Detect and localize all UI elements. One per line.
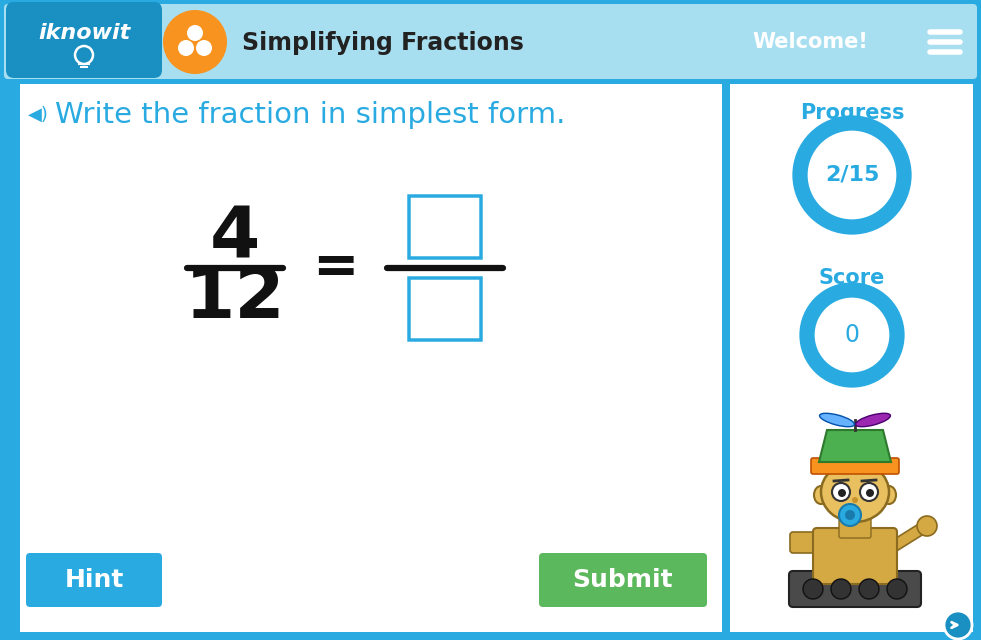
Polygon shape	[893, 520, 927, 552]
Circle shape	[852, 497, 858, 503]
Text: =: =	[312, 241, 358, 295]
Circle shape	[887, 579, 907, 599]
Circle shape	[803, 579, 823, 599]
Circle shape	[917, 516, 937, 536]
Circle shape	[859, 579, 879, 599]
Text: ◀): ◀)	[28, 106, 49, 124]
Ellipse shape	[819, 413, 854, 427]
Circle shape	[839, 504, 861, 526]
Text: 0: 0	[845, 323, 859, 347]
Text: Hint: Hint	[65, 568, 124, 592]
FancyBboxPatch shape	[6, 2, 162, 78]
Circle shape	[866, 489, 874, 497]
FancyBboxPatch shape	[813, 528, 897, 584]
Text: 4: 4	[210, 204, 260, 273]
FancyBboxPatch shape	[839, 516, 871, 538]
Circle shape	[944, 611, 972, 639]
FancyBboxPatch shape	[8, 632, 973, 640]
Text: 2/15: 2/15	[825, 165, 879, 185]
Text: 12: 12	[184, 264, 285, 333]
FancyBboxPatch shape	[730, 84, 973, 632]
Polygon shape	[819, 430, 891, 462]
Circle shape	[845, 510, 855, 520]
FancyBboxPatch shape	[8, 84, 722, 632]
Circle shape	[163, 10, 227, 74]
Circle shape	[860, 483, 878, 501]
FancyBboxPatch shape	[973, 84, 981, 632]
FancyBboxPatch shape	[789, 571, 921, 607]
Circle shape	[838, 489, 846, 497]
Text: Write the fraction in simplest form.: Write the fraction in simplest form.	[55, 101, 565, 129]
Circle shape	[187, 25, 203, 41]
Ellipse shape	[855, 413, 891, 427]
Text: Submit: Submit	[573, 568, 673, 592]
FancyBboxPatch shape	[409, 196, 481, 258]
Circle shape	[832, 483, 850, 501]
Circle shape	[800, 123, 904, 227]
FancyBboxPatch shape	[26, 553, 162, 607]
FancyBboxPatch shape	[8, 84, 20, 632]
FancyBboxPatch shape	[811, 458, 899, 474]
FancyBboxPatch shape	[4, 4, 977, 79]
Circle shape	[807, 290, 897, 380]
FancyBboxPatch shape	[409, 278, 481, 340]
Circle shape	[831, 579, 851, 599]
FancyBboxPatch shape	[539, 553, 707, 607]
Text: Progress: Progress	[800, 103, 904, 123]
Ellipse shape	[882, 486, 896, 504]
Text: Simplifying Fractions: Simplifying Fractions	[242, 31, 524, 55]
Ellipse shape	[821, 462, 889, 522]
Ellipse shape	[814, 486, 828, 504]
Circle shape	[196, 40, 212, 56]
Text: Score: Score	[819, 268, 885, 288]
Text: iknowit: iknowit	[38, 23, 130, 43]
Text: Welcome!: Welcome!	[752, 32, 868, 52]
Circle shape	[178, 40, 194, 56]
FancyBboxPatch shape	[790, 532, 822, 553]
